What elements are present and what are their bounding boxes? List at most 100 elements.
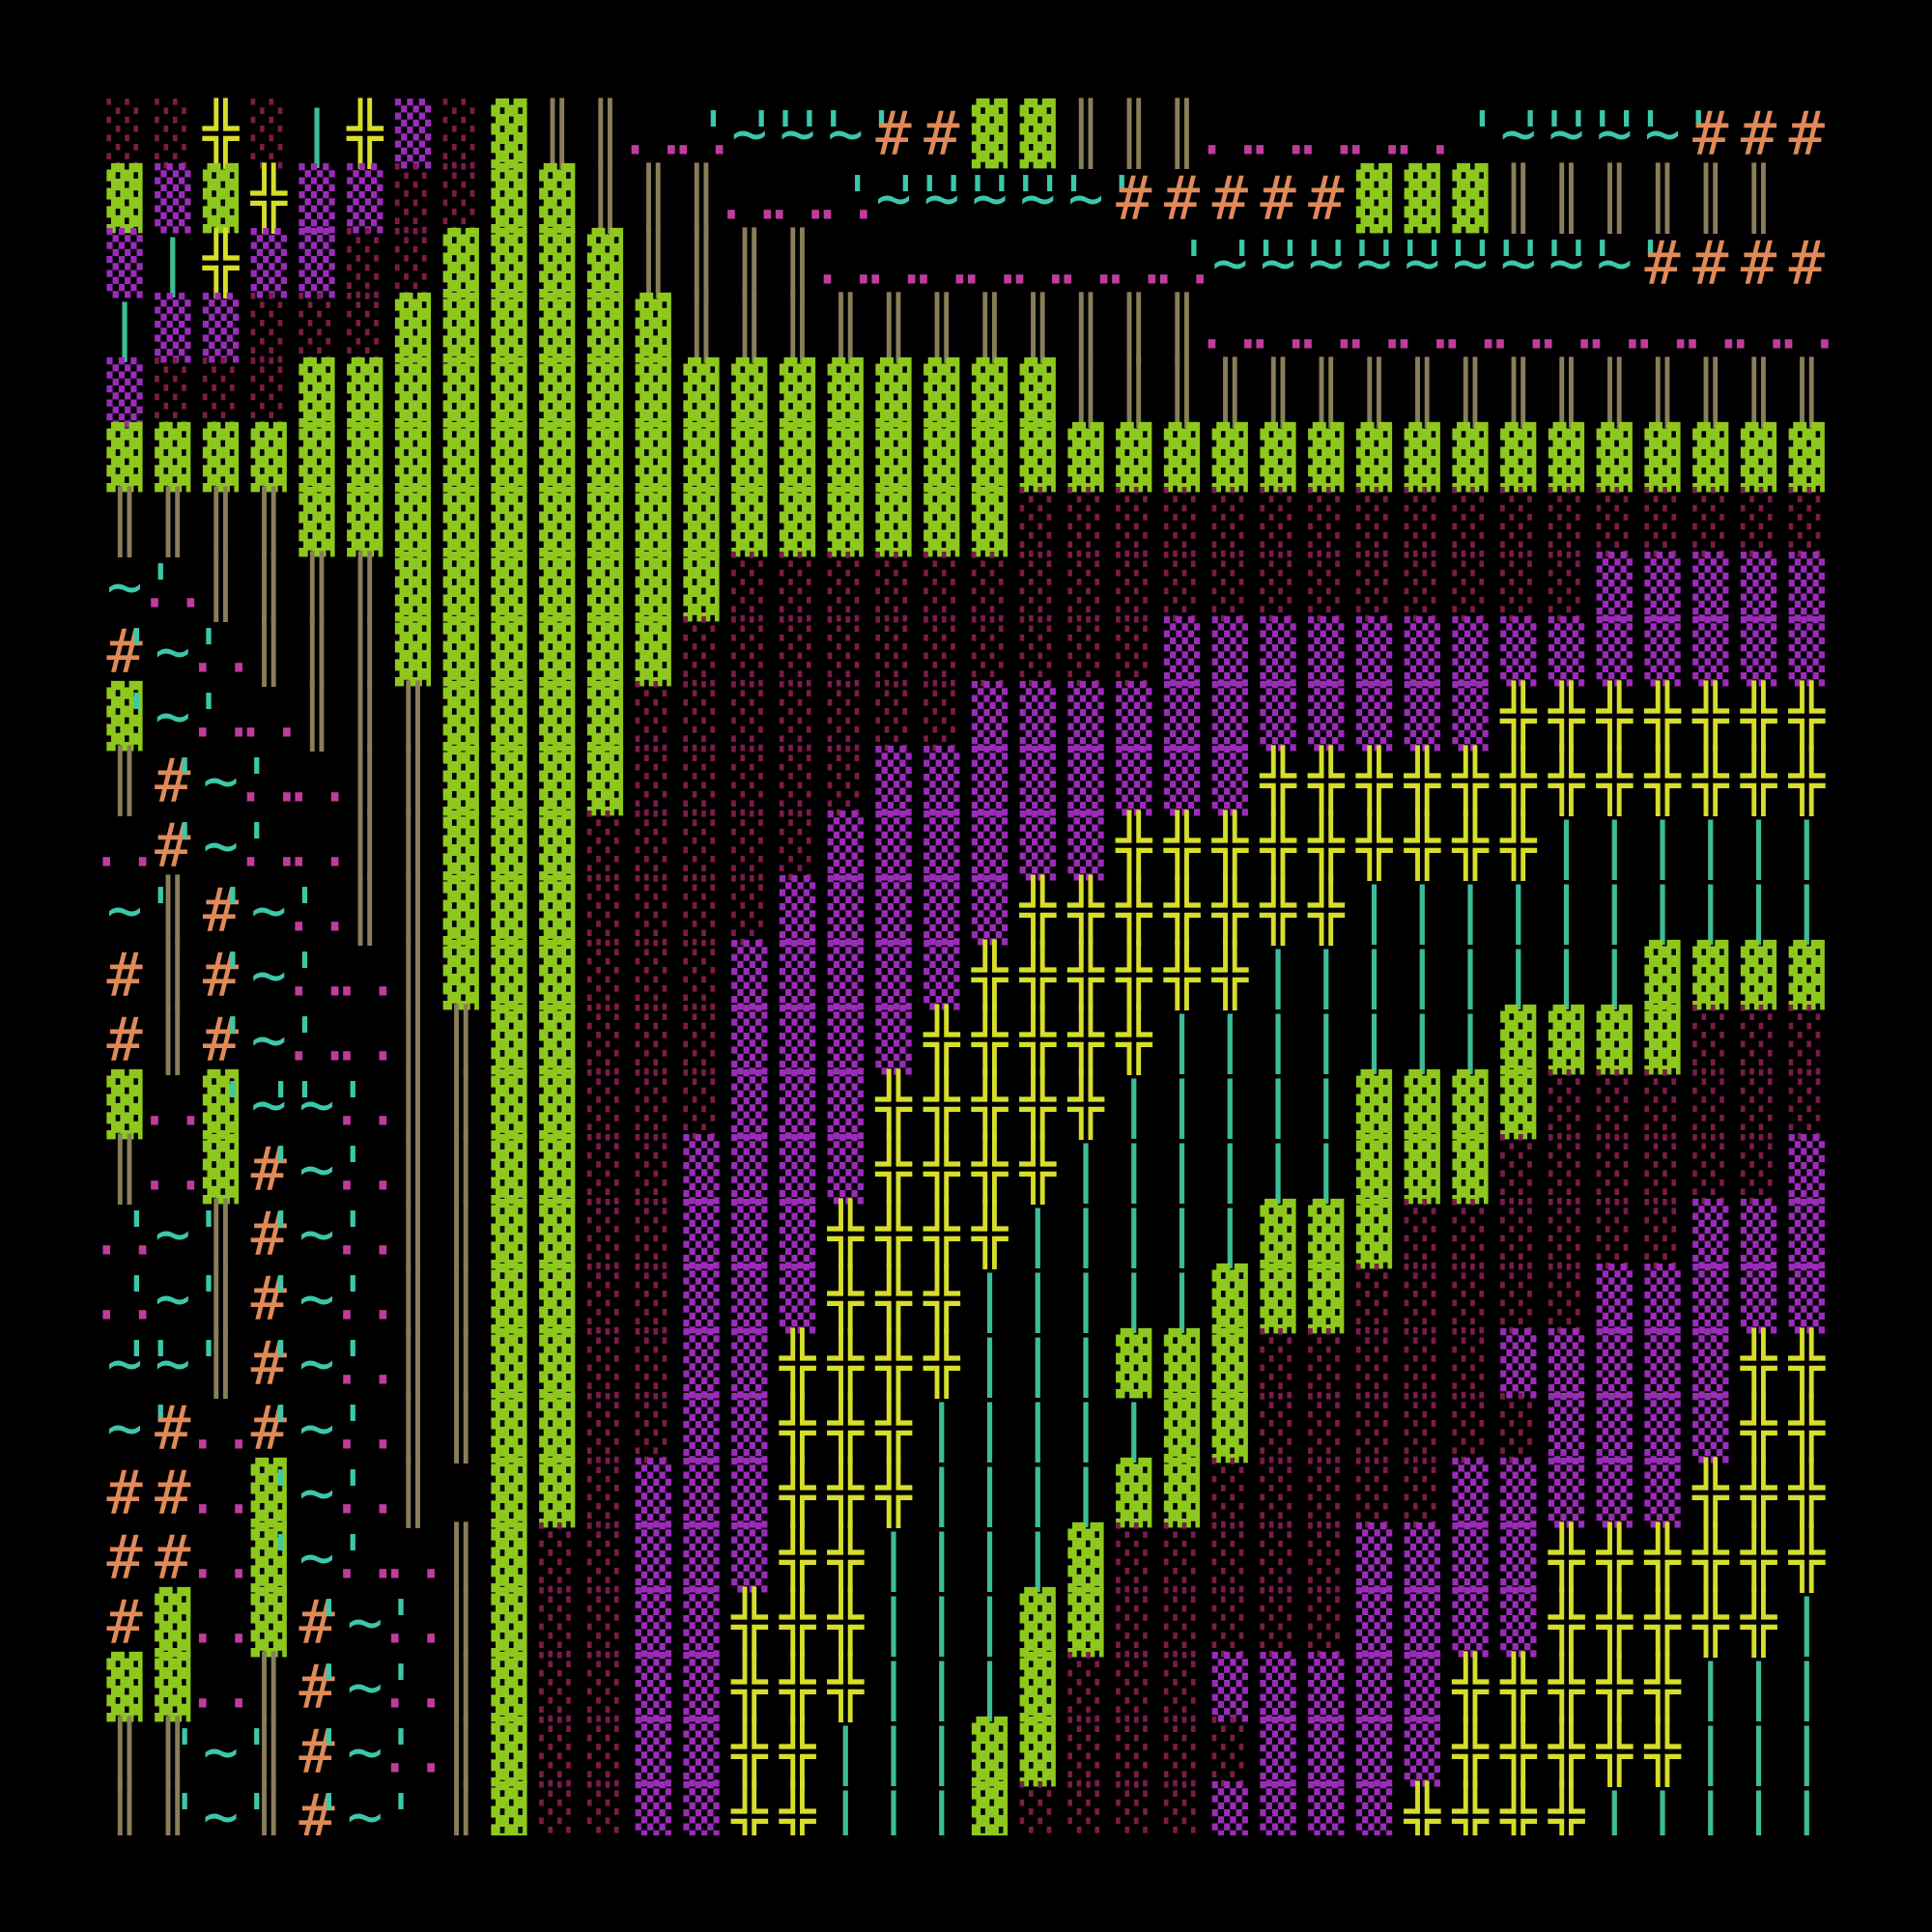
cell: ▒: [875, 746, 912, 816]
cell: ╬: [346, 98, 384, 170]
cell: ▓: [491, 1005, 527, 1075]
cell: |: [106, 293, 142, 364]
cell: #: [1644, 228, 1681, 298]
cell: ░: [1644, 1199, 1680, 1269]
cell: #: [203, 1005, 240, 1075]
cell: ░: [1116, 1652, 1151, 1722]
cell: ..: [1050, 228, 1122, 298]
cell: ▓: [1789, 940, 1826, 1010]
cell: ║: [203, 486, 239, 558]
cell: ▒: [636, 1522, 672, 1593]
cell: ▓: [443, 940, 480, 1010]
cell: #: [106, 1458, 143, 1528]
cell: ░: [1741, 1069, 1776, 1140]
cell: '~': [214, 1005, 323, 1075]
cell: ..: [89, 1199, 161, 1269]
cell: ▓: [587, 487, 624, 557]
cell: ░: [587, 1781, 623, 1852]
cell: ░: [587, 1393, 623, 1463]
cell: ╬: [779, 1327, 816, 1400]
cell: ▒: [1260, 1652, 1296, 1722]
cell: ▓: [923, 357, 960, 428]
cell: ░: [587, 875, 623, 946]
cell: ▒: [1260, 1781, 1296, 1852]
cell: ▓: [1356, 1069, 1393, 1140]
cell: ..: [1194, 293, 1266, 363]
cell: #: [1692, 228, 1729, 298]
cell: ▒: [1212, 746, 1249, 816]
cell: ..: [328, 1522, 401, 1593]
cell: ▒: [1116, 746, 1152, 816]
cell: ╬: [1740, 680, 1777, 753]
cell: ▓: [106, 1069, 143, 1140]
cell: ..: [328, 1199, 401, 1269]
cell: ..: [1290, 99, 1362, 169]
cell: ░: [1548, 487, 1584, 557]
cell: '~': [263, 1069, 371, 1140]
cell: ╬: [779, 1392, 816, 1464]
cell: ╬: [971, 1068, 1009, 1141]
cell: ▓: [491, 293, 527, 363]
cell: |: [1597, 810, 1633, 882]
cell: ..: [1578, 293, 1651, 363]
cell: |: [1212, 1069, 1248, 1141]
cell: ╬: [1307, 745, 1345, 817]
cell: ..: [328, 1005, 401, 1075]
cell: ▒: [636, 1717, 672, 1787]
cell: ║: [731, 227, 767, 299]
cell: |: [923, 1652, 959, 1723]
cell: ║: [1067, 98, 1103, 170]
cell: ░: [1644, 487, 1680, 557]
cell: ░: [683, 616, 719, 687]
cell: ║: [443, 1651, 479, 1723]
cell: ╬: [1499, 1780, 1537, 1853]
cell: |: [298, 99, 334, 170]
cell: ░: [539, 1522, 575, 1593]
cell: ▓: [539, 616, 576, 687]
cell: |: [1164, 1005, 1200, 1076]
cell: '~': [983, 163, 1092, 234]
cell: ╬: [827, 1651, 865, 1723]
cell: |: [923, 1458, 959, 1529]
cell: '~': [214, 940, 323, 1010]
cell: ░: [875, 552, 911, 622]
cell: ▒: [1452, 616, 1489, 687]
cell: ╬: [827, 1327, 865, 1400]
cell: ░: [1308, 552, 1344, 622]
cell: ╬: [1451, 745, 1489, 817]
cell: ▒: [1548, 1328, 1585, 1399]
cell: |: [1644, 810, 1680, 882]
cell: ║: [1548, 356, 1584, 429]
cell: ░: [1260, 1587, 1295, 1658]
cell: ░: [636, 1199, 671, 1269]
cell: ╬: [1788, 1457, 1826, 1529]
cell: ▒: [1308, 1652, 1345, 1722]
cell: ╬: [1643, 680, 1681, 753]
cell: ▒: [828, 1069, 865, 1140]
cell: #: [106, 940, 143, 1010]
cell: ░: [1212, 1522, 1248, 1593]
cell: '~': [1513, 228, 1621, 298]
cell: ..: [89, 1264, 161, 1334]
cell: |: [1789, 875, 1825, 947]
cell: ▒: [636, 1652, 672, 1722]
cell: ╬: [827, 1521, 865, 1594]
cell: ╬: [1451, 1651, 1489, 1723]
cell: ..: [1290, 293, 1362, 363]
cell: |: [1260, 1069, 1295, 1141]
cell: ▓: [1116, 422, 1152, 493]
cell: |: [1741, 810, 1776, 882]
cell: ░: [1500, 1264, 1536, 1334]
cell: '~': [1224, 228, 1332, 298]
cell: ╬: [971, 1004, 1009, 1076]
cell: ░: [1212, 1717, 1248, 1787]
cell: ║: [1116, 356, 1151, 429]
cell: ..: [328, 1069, 401, 1140]
cell: ░: [1500, 552, 1536, 622]
cell: ║: [395, 810, 431, 882]
cell: ▒: [1405, 1717, 1441, 1787]
cell: ▒: [1597, 1393, 1634, 1463]
cell: ▓: [780, 422, 816, 493]
cell: ║: [1212, 356, 1248, 429]
cell: ░: [443, 99, 479, 169]
